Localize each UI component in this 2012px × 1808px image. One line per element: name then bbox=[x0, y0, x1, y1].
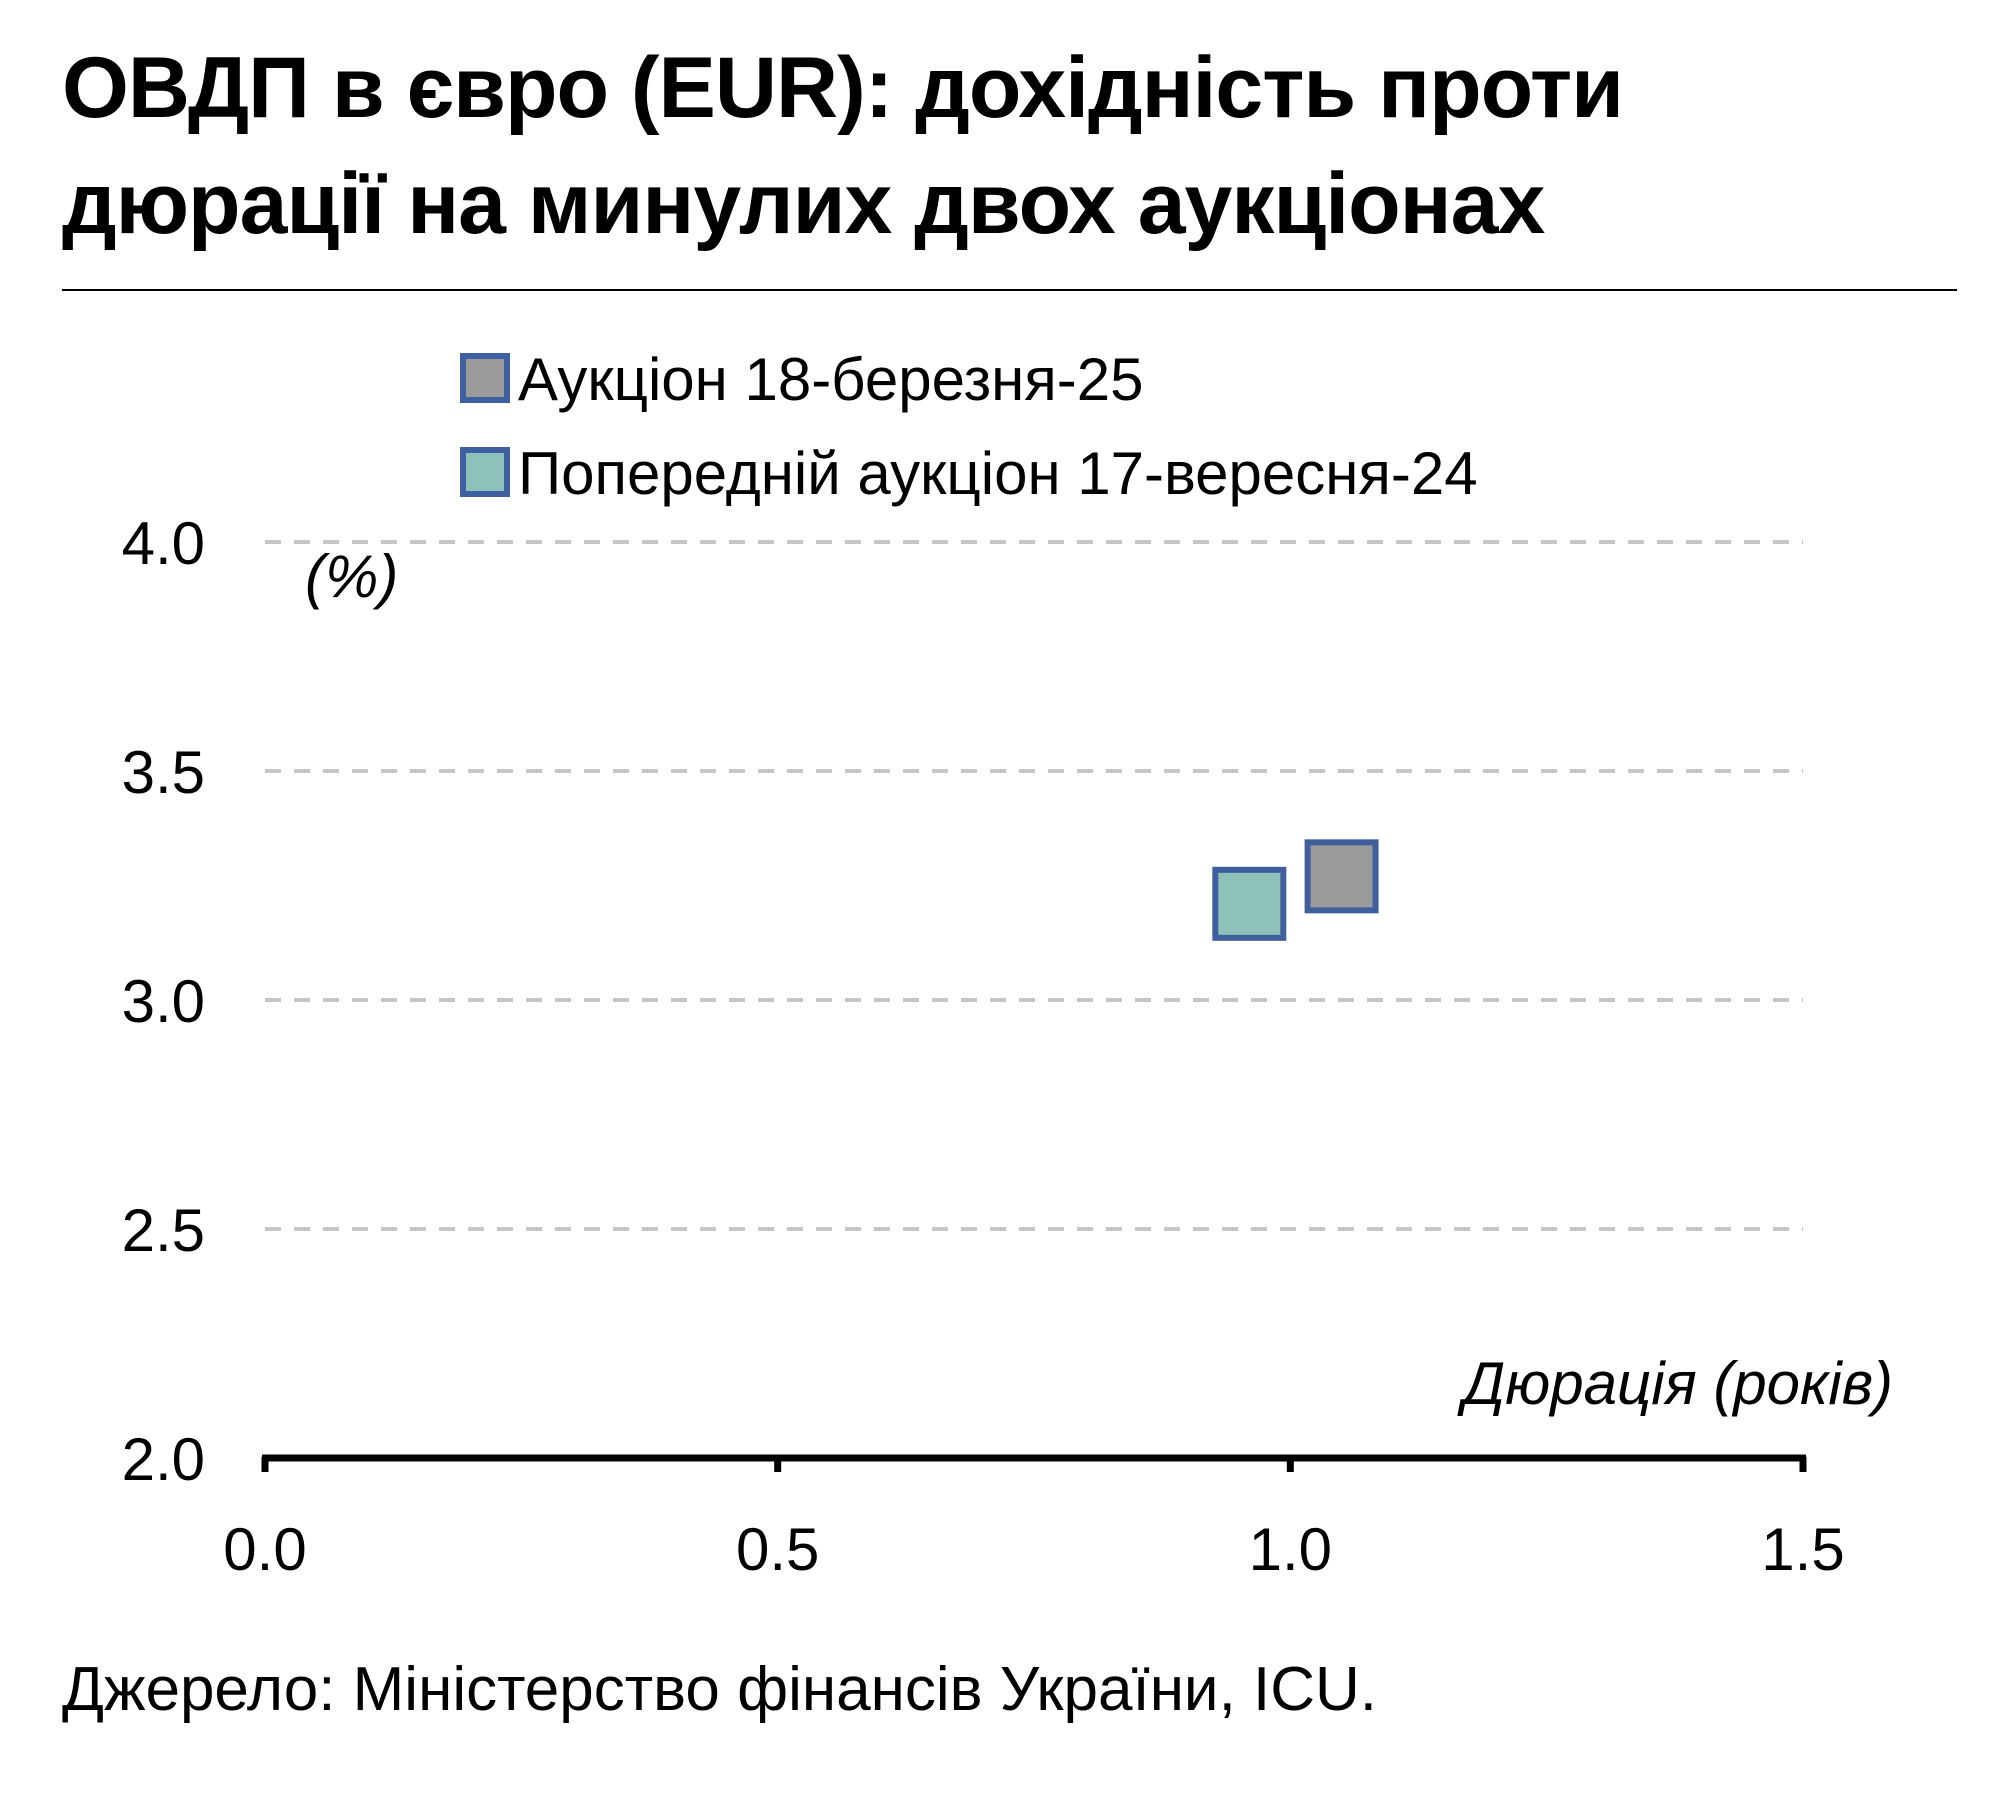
y-tick-label: 2.5 bbox=[122, 1197, 205, 1264]
legend-swatch bbox=[460, 353, 510, 403]
y-tick-label: 3.0 bbox=[122, 968, 205, 1035]
x-tick-label: 0.0 bbox=[223, 1516, 306, 1583]
x-axis bbox=[261, 1454, 1807, 1472]
scatter-chart: 2.0 2.5 3.0 3.5 4.0 0.0 0.5 1.0 1.5 (%) Дюрація… bbox=[122, 346, 1893, 1583]
data-points bbox=[1212, 839, 1379, 941]
y-axis-tick-labels: 2.0 2.5 3.0 3.5 4.0 bbox=[122, 510, 205, 1493]
legend-label: Аукціон 18-березня-25 bbox=[518, 346, 1144, 413]
legend: Аукціон 18-березня-25 Попередній аукціон … bbox=[460, 346, 1478, 507]
x-axis-tick-labels: 0.0 0.5 1.0 1.5 bbox=[223, 1516, 1844, 1583]
x-tick-label: 1.5 bbox=[1761, 1516, 1844, 1583]
chart-title: ОВДП в євро (EUR): дохідність проти дюра… bbox=[62, 40, 1624, 252]
x-tick-label: 0.5 bbox=[736, 1516, 819, 1583]
x-axis-label: Дюрація (років) bbox=[1457, 1350, 1893, 1417]
legend-label: Попередній аукціон 17-вересня-24 bbox=[518, 440, 1478, 507]
y-tick-label: 3.5 bbox=[122, 739, 205, 806]
y-axis-label: (%) bbox=[305, 543, 398, 610]
grid-lines bbox=[265, 540, 1803, 1231]
data-point bbox=[1304, 839, 1379, 914]
source-note: Джерело: Міністерство фінансів України, … bbox=[62, 1655, 1378, 1724]
data-point bbox=[1212, 866, 1287, 941]
x-tick-label: 1.0 bbox=[1249, 1516, 1332, 1583]
title-divider bbox=[62, 289, 1957, 291]
y-tick-label: 4.0 bbox=[122, 510, 205, 577]
y-tick-label: 2.0 bbox=[122, 1426, 205, 1493]
legend-swatch bbox=[460, 447, 510, 497]
